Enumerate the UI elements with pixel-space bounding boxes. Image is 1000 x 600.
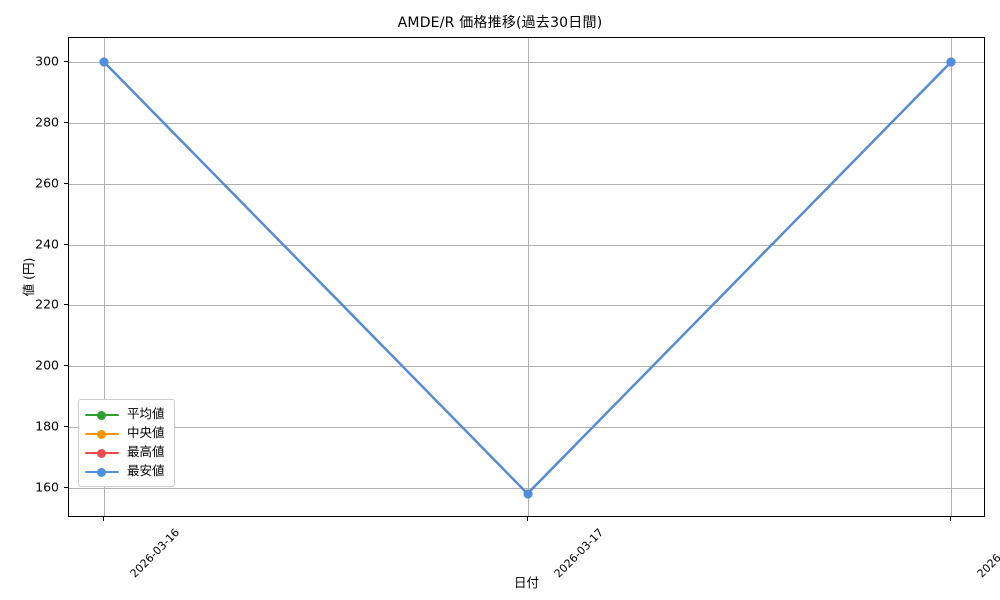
y-tick-mark — [64, 243, 68, 245]
x-tick-label: 2026-03-18 — [974, 526, 1000, 581]
legend-item[interactable]: 平均値 — [85, 405, 165, 424]
legend-item[interactable]: 最安値 — [85, 462, 165, 481]
y-tick-label: 260 — [35, 175, 59, 191]
legend-marker-icon — [85, 447, 119, 459]
chart-legend[interactable]: 平均値中央値最高値最安値 — [78, 399, 175, 487]
y-tick-mark — [64, 486, 68, 488]
y-tick-label: 200 — [35, 357, 59, 373]
legend-label: 最安値 — [127, 463, 165, 479]
y-tick-label: 280 — [35, 114, 59, 130]
grid-line-vertical — [950, 38, 952, 516]
legend-label: 平均値 — [127, 406, 165, 422]
series-markers — [69, 38, 984, 516]
grid-line-vertical — [527, 38, 529, 516]
data-point-marker — [523, 489, 532, 499]
x-tick-mark — [103, 517, 105, 521]
legend-item[interactable]: 最高値 — [85, 443, 165, 462]
y-tick-mark — [64, 304, 68, 306]
grid-line-horizontal — [69, 487, 984, 489]
grid-line-horizontal — [69, 123, 984, 125]
data-point-marker — [99, 57, 109, 67]
legend-marker-icon — [85, 409, 119, 421]
legend-marker-icon — [85, 466, 119, 478]
grid-line-horizontal — [69, 244, 984, 246]
legend-label: 中央値 — [127, 425, 165, 441]
legend-label: 最高値 — [127, 444, 165, 460]
y-tick-label: 180 — [35, 418, 59, 434]
y-tick-label: 220 — [35, 296, 59, 312]
y-tick-label: 160 — [35, 479, 59, 495]
x-axis-label: 日付 — [513, 575, 539, 590]
grid-line-horizontal — [69, 426, 984, 428]
y-tick-mark — [64, 182, 68, 184]
grid-line-horizontal — [69, 183, 984, 185]
grid-lines — [69, 38, 984, 516]
grid-line-horizontal — [69, 366, 984, 368]
y-tick-label: 300 — [35, 53, 59, 69]
legend-item[interactable]: 中央値 — [85, 424, 165, 443]
x-tick-mark — [526, 517, 528, 521]
grid-line-vertical — [104, 38, 106, 516]
grid-line-horizontal — [69, 305, 984, 307]
chart-title: AMDE/R 価格推移(過去30日間) — [397, 15, 603, 31]
grid-line-horizontal — [69, 62, 984, 64]
x-tick-mark — [949, 517, 951, 521]
y-tick-mark — [64, 425, 68, 427]
y-tick-mark — [64, 365, 68, 367]
y-tick-mark — [64, 122, 68, 124]
data-point-marker — [946, 57, 956, 67]
y-tick-label: 240 — [35, 236, 59, 252]
legend-marker-icon — [85, 428, 119, 440]
y-tick-mark — [64, 61, 68, 63]
y-axis-label: 値 (円) — [21, 257, 36, 297]
plot-area — [68, 37, 985, 517]
